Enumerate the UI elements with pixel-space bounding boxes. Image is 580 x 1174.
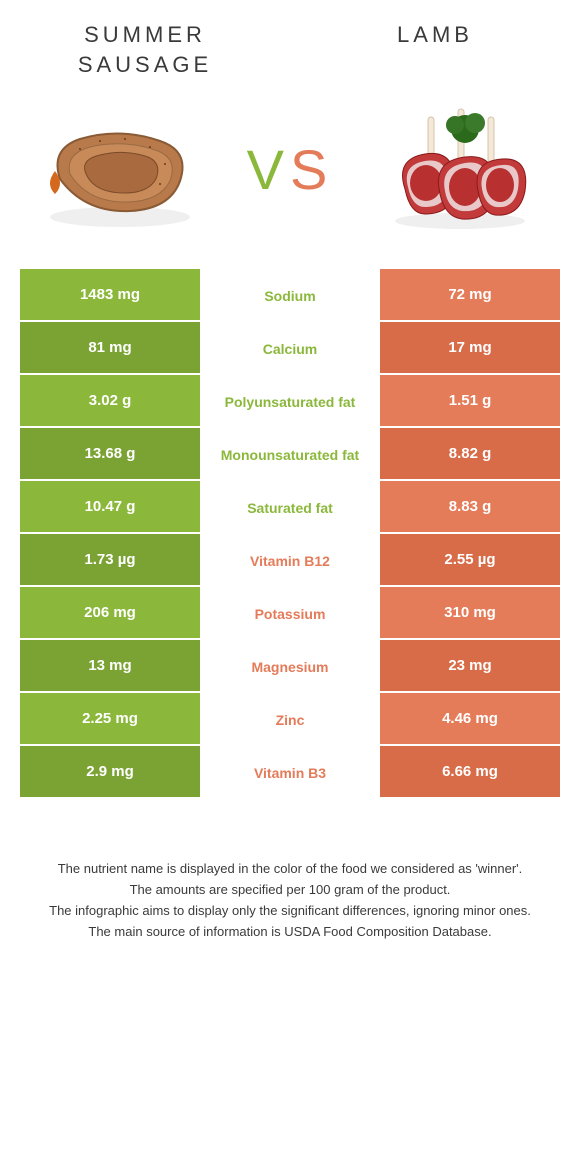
nutrient-label: Vitamin B12 (200, 534, 380, 587)
nutrient-row: 3.02 gPolyunsaturated fat1.51 g (20, 375, 560, 428)
nutrient-row: 13 mgMagnesium23 mg (20, 640, 560, 693)
vs-label: VS (247, 137, 334, 202)
nutrient-row: 2.25 mgZinc4.46 mg (20, 693, 560, 746)
nutrient-table: 1483 mgSodium72 mg81 mgCalcium17 mg3.02 … (20, 269, 560, 799)
left-value: 2.25 mg (20, 693, 200, 746)
nutrient-label: Zinc (200, 693, 380, 746)
nutrient-row: 10.47 gSaturated fat8.83 g (20, 481, 560, 534)
lamb-icon (370, 99, 550, 239)
left-food-title: SUMMER SAUSAGE (30, 20, 290, 79)
nutrient-label: Magnesium (200, 640, 380, 693)
title-row: SUMMER SAUSAGE LAMB (20, 20, 560, 89)
footer-line-3: The infographic aims to display only the… (30, 901, 550, 922)
nutrient-label: Potassium (200, 587, 380, 640)
left-value: 2.9 mg (20, 746, 200, 799)
right-value: 8.82 g (380, 428, 560, 481)
right-value: 310 mg (380, 587, 560, 640)
left-value: 10.47 g (20, 481, 200, 534)
nutrient-label: Polyunsaturated fat (200, 375, 380, 428)
right-value: 23 mg (380, 640, 560, 693)
nutrient-row: 81 mgCalcium17 mg (20, 322, 560, 375)
infographic-container: SUMMER SAUSAGE LAMB VS (0, 0, 580, 983)
vs-v: V (247, 138, 290, 201)
nutrient-label: Vitamin B3 (200, 746, 380, 799)
footer-line-2: The amounts are specified per 100 gram o… (30, 880, 550, 901)
left-value: 13.68 g (20, 428, 200, 481)
left-value: 1.73 µg (20, 534, 200, 587)
right-value: 6.66 mg (380, 746, 560, 799)
nutrient-label: Monounsaturated fat (200, 428, 380, 481)
nutrient-row: 206 mgPotassium310 mg (20, 587, 560, 640)
right-value: 4.46 mg (380, 693, 560, 746)
left-value: 206 mg (20, 587, 200, 640)
left-value: 3.02 g (20, 375, 200, 428)
left-value: 81 mg (20, 322, 200, 375)
hero-row: VS (20, 89, 560, 269)
nutrient-label: Sodium (200, 269, 380, 322)
right-value: 1.51 g (380, 375, 560, 428)
nutrient-row: 2.9 mgVitamin B36.66 mg (20, 746, 560, 799)
nutrient-label: Calcium (200, 322, 380, 375)
left-value: 13 mg (20, 640, 200, 693)
nutrient-row: 1.73 µgVitamin B122.55 µg (20, 534, 560, 587)
nutrient-label: Saturated fat (200, 481, 380, 534)
left-value: 1483 mg (20, 269, 200, 322)
sausage-icon (30, 99, 210, 239)
footer-line-4: The main source of information is USDA F… (30, 922, 550, 943)
right-value: 72 mg (380, 269, 560, 322)
vs-s: S (290, 138, 333, 201)
right-value: 8.83 g (380, 481, 560, 534)
lamb-image (370, 99, 550, 239)
nutrient-row: 1483 mgSodium72 mg (20, 269, 560, 322)
right-value: 17 mg (380, 322, 560, 375)
right-value: 2.55 µg (380, 534, 560, 587)
sausage-image (30, 99, 210, 239)
right-food-title: LAMB (290, 20, 550, 50)
footer-line-1: The nutrient name is displayed in the co… (30, 859, 550, 880)
nutrient-row: 13.68 gMonounsaturated fat8.82 g (20, 428, 560, 481)
footer-notes: The nutrient name is displayed in the co… (20, 859, 560, 942)
